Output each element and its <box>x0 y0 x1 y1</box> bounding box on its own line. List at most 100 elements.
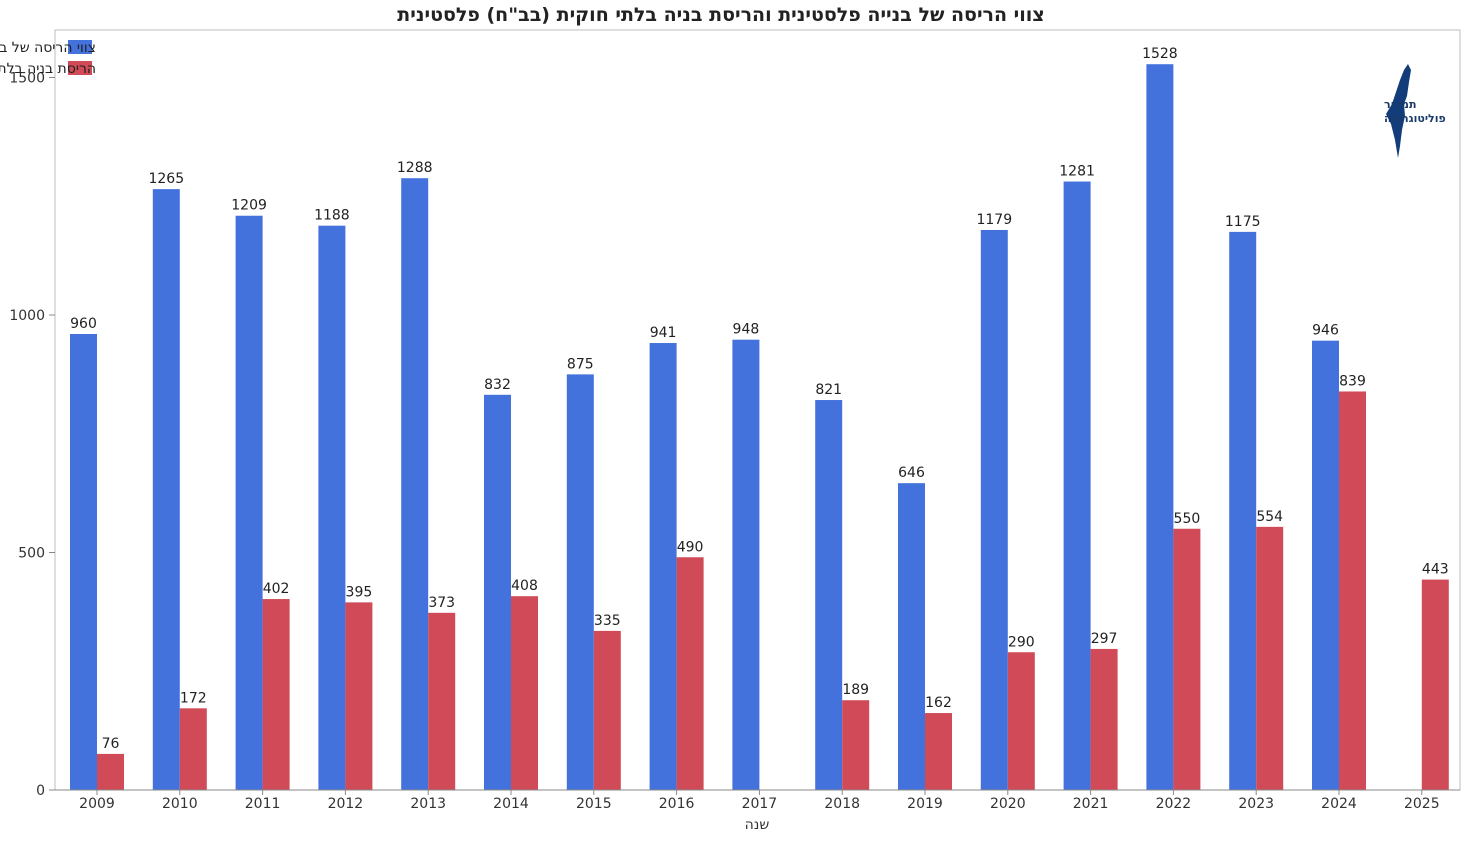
bar-demolitions-2022 <box>1173 528 1201 790</box>
x-tick-label: 2015 <box>576 796 612 812</box>
x-tick-label: 2022 <box>1156 796 1192 812</box>
x-tick-label: 2023 <box>1238 796 1274 812</box>
x-tick-label: 2024 <box>1321 796 1357 812</box>
bar-orders-2012 <box>318 225 346 790</box>
data-label-demolitions-2012: 395 <box>346 584 373 600</box>
bar-orders-2019 <box>898 483 925 790</box>
bar-demolitions-2013 <box>428 612 456 790</box>
bar-orders-2015 <box>566 374 594 790</box>
x-tick-label: 2011 <box>245 796 281 812</box>
bar-orders-2018 <box>815 400 843 790</box>
x-tick-label: 2016 <box>659 796 695 812</box>
chart-title: צווי הריסה של בנייה פלסטינית והריסת בניה… <box>397 4 1044 26</box>
bar-orders-2013 <box>401 178 429 790</box>
data-label-orders-2020: 1179 <box>976 212 1012 228</box>
legend-swatch-orders <box>68 40 92 54</box>
bar-demolitions-2025 <box>1421 579 1449 790</box>
x-tick-label: 2019 <box>907 796 943 812</box>
data-label-demolitions-2019: 162 <box>925 695 952 711</box>
data-label-demolitions-2010: 172 <box>180 690 207 706</box>
data-label-demolitions-2011: 402 <box>263 581 290 597</box>
data-label-demolitions-2024: 839 <box>1339 373 1366 389</box>
legend: צווי הריסה של בנייה פלסטינית הריסת בניה … <box>0 40 96 77</box>
bar-demolitions-2020 <box>1007 652 1035 790</box>
bar-demolitions-2012 <box>345 602 373 790</box>
x-tick-label: 2020 <box>990 796 1026 812</box>
bar-orders-2017 <box>732 339 760 790</box>
data-label-orders-2011: 1209 <box>231 198 267 214</box>
data-label-orders-2015: 875 <box>567 356 594 372</box>
y-tick-label: 1500 <box>9 71 45 87</box>
data-label-orders-2009: 960 <box>70 316 97 332</box>
data-label-orders-2010: 1265 <box>148 171 184 187</box>
x-tick-label: 2009 <box>79 796 115 812</box>
bars <box>70 64 1449 791</box>
data-label-demolitions-2016: 490 <box>677 539 704 555</box>
bar-demolitions-2016 <box>676 557 704 790</box>
bar-demolitions-2015 <box>593 630 621 790</box>
y-tick-label: 1000 <box>9 308 45 324</box>
data-label-orders-2013: 1288 <box>397 160 433 176</box>
bar-demolitions-2019 <box>925 713 952 790</box>
data-label-demolitions-2023: 554 <box>1256 509 1283 525</box>
x-tick-label: 2025 <box>1404 796 1440 812</box>
data-label-demolitions-2022: 550 <box>1174 511 1201 527</box>
data-label-orders-2022: 1528 <box>1142 46 1178 62</box>
x-tick-label: 2018 <box>824 796 860 812</box>
data-label-orders-2014: 832 <box>484 377 511 393</box>
bar-orders-2021 <box>1063 181 1091 790</box>
data-label-orders-2024: 946 <box>1312 323 1339 339</box>
data-label-orders-2023: 1175 <box>1225 214 1261 230</box>
bar-orders-2011 <box>235 215 263 791</box>
data-label-demolitions-2009: 76 <box>102 736 120 752</box>
data-label-demolitions-2018: 189 <box>842 682 869 698</box>
bar-demolitions-2018 <box>842 700 870 790</box>
legend-label-orders: צווי הריסה של בנייה פלסטינית <box>0 40 96 56</box>
data-label-demolitions-2015: 335 <box>594 613 621 629</box>
y-tick-label: 0 <box>36 783 45 799</box>
logo-line1: תמרור <box>1384 98 1417 111</box>
data-label-orders-2012: 1188 <box>314 208 350 224</box>
data-label-demolitions-2013: 373 <box>428 595 455 611</box>
bar-orders-2014 <box>484 394 511 790</box>
x-tick-label: 2017 <box>742 796 778 812</box>
x-axis: 2009 2010 2011 2012 2013 2014 2015 2016 2017 2018… <box>55 789 1460 812</box>
data-label-orders-2019: 646 <box>898 465 925 481</box>
israel-map-icon <box>1386 64 1411 158</box>
data-label-orders-2016: 941 <box>650 325 677 341</box>
bar-demolitions-2011 <box>262 599 290 790</box>
bar-orders-2009 <box>70 334 97 790</box>
data-label-demolitions-2021: 297 <box>1091 631 1118 647</box>
x-axis-label: שנה <box>745 817 770 833</box>
legend-swatch-demolitions <box>68 61 92 75</box>
x-tick-label: 2012 <box>328 796 364 812</box>
data-label-orders-2017: 948 <box>733 322 760 338</box>
legend-item-demolitions: הריסת בניה בלתי חוקית (בב"ח) פלסטינית <box>0 61 96 77</box>
bar-demolitions-2014 <box>511 596 538 790</box>
bar-demolitions-2010 <box>179 708 207 790</box>
bar-demolitions-2021 <box>1090 648 1118 790</box>
legend-label-demolitions: הריסת בניה בלתי חוקית (בב"ח) פלסטינית <box>0 61 96 77</box>
legend-item-orders: צווי הריסה של בנייה פלסטינית <box>0 40 96 56</box>
x-tick-label: 2021 <box>1073 796 1109 812</box>
data-label-orders-2021: 1281 <box>1059 164 1095 180</box>
bar-orders-2016 <box>649 343 677 790</box>
bar-orders-2022 <box>1146 64 1174 790</box>
bar-demolitions-2023 <box>1256 526 1284 790</box>
data-labels: 960 76 1265 172 1209 402 1188 395 1288 373 832 408 8… <box>70 46 1449 752</box>
x-tick-label: 2014 <box>493 796 529 812</box>
logo: תמרור פוליטוגרפיה <box>1384 64 1446 158</box>
data-label-demolitions-2020: 290 <box>1008 634 1035 650</box>
data-label-demolitions-2014: 408 <box>511 578 538 594</box>
bar-orders-2010 <box>152 189 180 790</box>
y-axis: 0 500 1000 1500 <box>9 71 55 799</box>
data-label-demolitions-2025: 443 <box>1422 562 1449 578</box>
y-tick-label: 500 <box>18 546 45 562</box>
logo-line2: פוליטוגרפיה <box>1384 112 1446 125</box>
bar-orders-2020 <box>980 229 1008 791</box>
x-tick-label: 2010 <box>162 796 198 812</box>
bar-orders-2024 <box>1312 340 1339 790</box>
data-label-orders-2018: 821 <box>815 382 842 398</box>
bar-orders-2023 <box>1229 231 1257 790</box>
